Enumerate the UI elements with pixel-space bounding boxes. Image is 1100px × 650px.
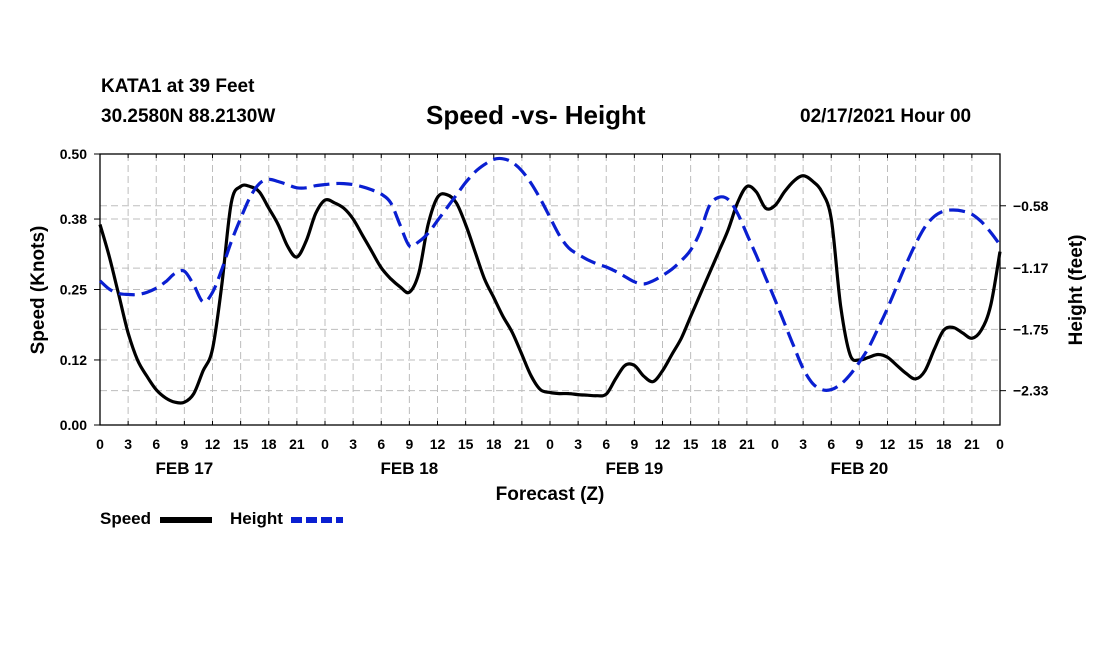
x-tick-label: 12: [655, 436, 671, 452]
chart-title: Speed -vs- Height: [426, 100, 646, 130]
forecast-date-label: 02/17/2021 Hour 00: [800, 106, 972, 127]
x-tick-label: 18: [261, 436, 277, 452]
x-tick-label: 18: [711, 436, 727, 452]
x-tick-label: 18: [936, 436, 952, 452]
legend-speed-label: Speed: [100, 509, 152, 528]
x-tick-label: 21: [289, 436, 305, 452]
x-tick-label: 21: [964, 436, 980, 452]
left-y-tick-label: 0.00: [60, 417, 87, 433]
x-tick-label: 12: [205, 436, 221, 452]
x-tick-label: 3: [574, 436, 582, 452]
x-tick-label: 6: [152, 436, 160, 452]
station-label: KATA1 at 39 Feet: [101, 76, 255, 97]
x-tick-label: 3: [124, 436, 132, 452]
x-tick-label: 21: [514, 436, 530, 452]
x-tick-label: 15: [908, 436, 924, 452]
x-tick-label: 0: [996, 436, 1004, 452]
x-tick-label: 21: [739, 436, 755, 452]
axes: 0 3 6 9 12 15 18 21 0 3 6 9 12 15 18 21 0 3 6 9 12 15 18 21 0 3 6 9…: [60, 146, 1049, 478]
x-tick-label: 12: [880, 436, 896, 452]
right-axis-label: Height (feet): [1066, 235, 1087, 346]
x-tick-label: 0: [321, 436, 329, 452]
series-line-height: [98, 156, 1002, 392]
x-tick-label: 9: [180, 436, 188, 452]
x-tick-label: 6: [827, 436, 835, 452]
right-y-tick-label: −1.17: [1013, 260, 1049, 276]
coordinates-label: 30.2580N 88.2130W: [101, 106, 276, 127]
x-tick-label: 18: [486, 436, 502, 452]
date-label: FEB 18: [381, 459, 439, 478]
x-tick-label: 6: [377, 436, 385, 452]
left-y-tick-label: 0.12: [60, 352, 87, 368]
date-label: FEB 20: [831, 459, 889, 478]
right-y-tick-label: −2.33: [1013, 383, 1049, 399]
x-tick-label: 3: [349, 436, 357, 452]
x-tick-label: 9: [630, 436, 638, 452]
x-tick-label: 9: [405, 436, 413, 452]
x-tick-label: 15: [683, 436, 699, 452]
series-layer: [98, 156, 1002, 405]
x-tick-label: 3: [799, 436, 807, 452]
x-tick-label: 15: [233, 436, 249, 452]
date-label: FEB 17: [156, 459, 214, 478]
x-axis-label: Forecast (Z): [496, 484, 605, 505]
x-tick-label: 0: [546, 436, 554, 452]
left-y-tick-label: 0.25: [60, 282, 87, 298]
x-tick-label: 0: [771, 436, 779, 452]
x-tick-label: 9: [855, 436, 863, 452]
left-axis-label: Speed (Knots): [28, 226, 49, 355]
right-y-tick-label: −0.58: [1013, 198, 1049, 214]
legend-height-label: Height: [230, 509, 283, 528]
left-y-tick-label: 0.50: [60, 146, 87, 162]
grid: [100, 154, 1000, 425]
x-tick-label: 0: [96, 436, 104, 452]
date-label: FEB 19: [606, 459, 664, 478]
series-line-speed: [98, 174, 1002, 405]
x-tick-label: 12: [430, 436, 446, 452]
x-tick-label: 15: [458, 436, 474, 452]
right-y-tick-label: −1.75: [1013, 321, 1049, 337]
x-tick-label: 6: [602, 436, 610, 452]
left-y-tick-label: 0.38: [60, 211, 87, 227]
